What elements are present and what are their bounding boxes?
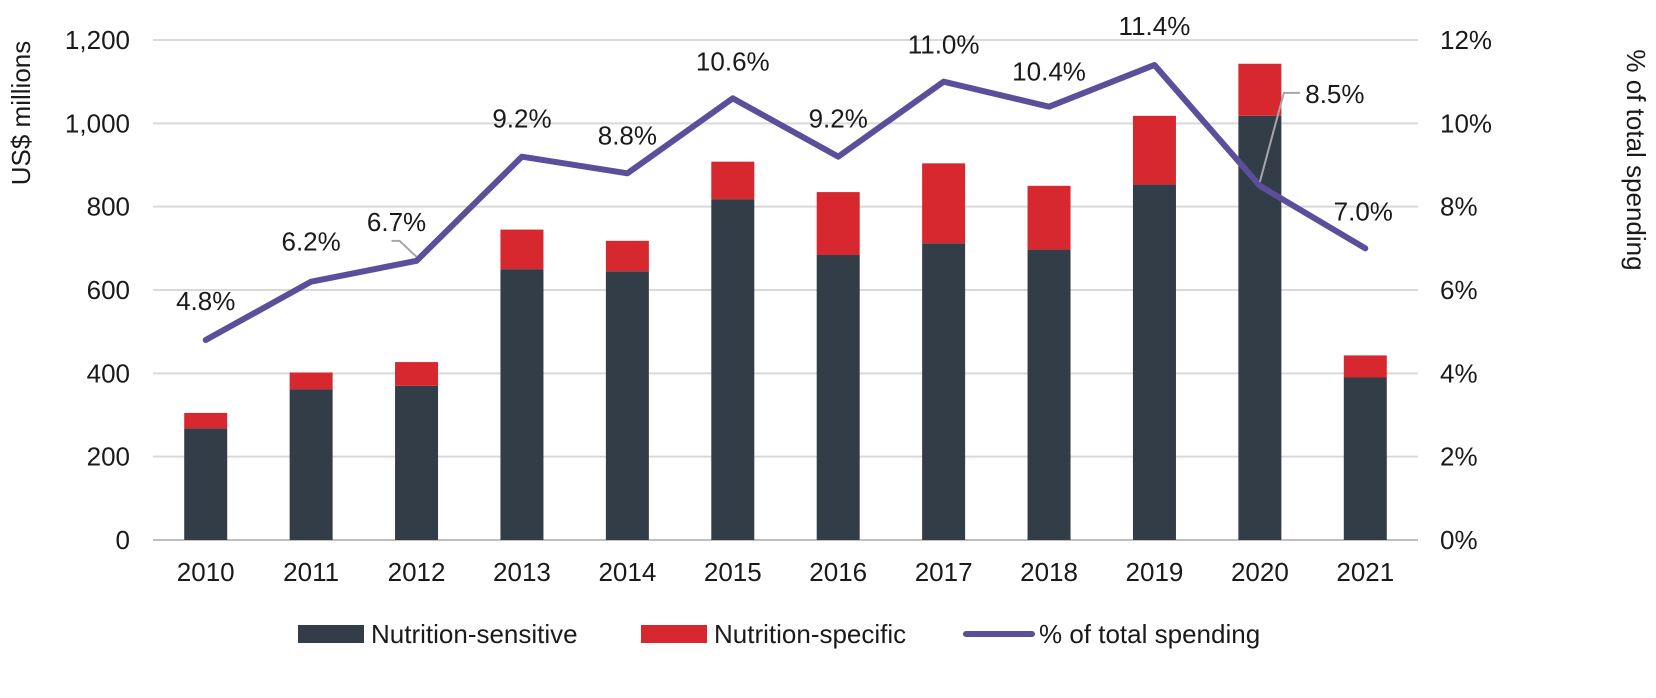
- line-data-label: 10.6%: [696, 46, 770, 76]
- bar-nutrition-specific: [816, 192, 860, 255]
- line-data-label: 6.7%: [367, 207, 426, 237]
- line-data-label: 8.8%: [598, 120, 657, 150]
- x-tick-label: 2015: [704, 557, 762, 587]
- y2-tick-label: 0%: [1440, 525, 1478, 555]
- y-axis-right: 0% 2% 4% 6% 8% 10% 12%: [1440, 25, 1492, 555]
- data-labels: 4.8% 6.2% 6.7% 9.2% 8.8% 10.6% 9.2% 11.0% 10.4% 1…: [176, 11, 1393, 316]
- leader-line: [1258, 91, 1300, 183]
- legend: Nutrition-sensitive Nutrition-specific % o…: [298, 619, 1260, 649]
- y-tick-label: 1,000: [65, 108, 130, 138]
- bar-nutrition-specific: [1343, 355, 1387, 378]
- y-axis-title: US$ millions: [6, 41, 36, 186]
- bar-nutrition-sensitive: [395, 385, 439, 540]
- bar-nutrition-specific: [711, 161, 755, 200]
- line-data-label: 11.0%: [908, 30, 980, 60]
- y-axis-left: 0 200 400 600 800 1,000 1,200: [65, 25, 130, 555]
- x-tick-label: 2021: [1336, 557, 1394, 587]
- leader-line: [391, 239, 418, 258]
- bar-nutrition-sensitive: [711, 199, 755, 540]
- y2-tick-label: 10%: [1440, 108, 1492, 138]
- bar-nutrition-specific: [1238, 63, 1282, 116]
- line-data-label: 6.2%: [281, 227, 340, 257]
- legend-swatch: [298, 625, 364, 643]
- leader-lines: [391, 91, 1300, 258]
- y2-tick-label: 6%: [1440, 275, 1478, 305]
- bar-nutrition-specific: [289, 372, 333, 390]
- line-data-label: 9.2%: [492, 104, 551, 134]
- x-tick-label: 2018: [1020, 557, 1078, 587]
- line-data-label: 4.8%: [176, 286, 235, 316]
- line-data-label: 8.5%: [1305, 79, 1364, 109]
- bar-nutrition-sensitive: [1132, 184, 1176, 541]
- bar-nutrition-sensitive: [184, 428, 228, 540]
- bar-nutrition-specific: [395, 362, 439, 386]
- legend-label: Nutrition-specific: [714, 619, 906, 649]
- bars: [184, 63, 1387, 541]
- line-percent-of-total-spending: [202, 62, 1369, 343]
- y-tick-label: 1,200: [65, 25, 130, 55]
- bar-nutrition-specific: [605, 240, 649, 272]
- bar-nutrition-specific: [1132, 115, 1176, 185]
- bar-nutrition-specific: [500, 229, 544, 270]
- y-tick-label: 400: [87, 358, 130, 388]
- y2-tick-label: 4%: [1440, 358, 1478, 388]
- y2-tick-label: 8%: [1440, 192, 1478, 222]
- y2-axis-title: % of total spending: [1621, 49, 1651, 270]
- line-series: [202, 62, 1369, 343]
- bar-nutrition-sensitive: [289, 389, 333, 540]
- y-tick-label: 200: [87, 442, 130, 472]
- x-tick-label: 2017: [915, 557, 973, 587]
- bar-nutrition-specific: [922, 163, 966, 244]
- line-data-label: 11.4%: [1119, 11, 1191, 41]
- x-tick-label: 2016: [809, 557, 867, 587]
- legend-label: Nutrition-sensitive: [371, 619, 578, 649]
- x-axis: 2010 2011 2012 2013 2014 2015 2016 2017 2018 2019…: [177, 557, 1394, 587]
- y2-tick-label: 12%: [1440, 25, 1492, 55]
- bar-nutrition-sensitive: [1027, 249, 1071, 541]
- y-tick-label: 600: [87, 275, 130, 305]
- x-tick-label: 2020: [1231, 557, 1289, 587]
- x-tick-label: 2012: [388, 557, 446, 587]
- x-tick-label: 2019: [1126, 557, 1184, 587]
- x-tick-label: 2014: [598, 557, 656, 587]
- bar-nutrition-specific: [1027, 185, 1071, 250]
- legend-label: % of total spending: [1039, 619, 1260, 649]
- bar-nutrition-sensitive: [500, 269, 544, 540]
- line-data-label: 10.4%: [1012, 57, 1086, 87]
- y2-tick-label: 2%: [1440, 442, 1478, 472]
- bar-nutrition-sensitive: [816, 255, 860, 540]
- bar-nutrition-sensitive: [1343, 377, 1387, 540]
- bar-nutrition-sensitive: [605, 271, 649, 540]
- x-tick-label: 2010: [177, 557, 235, 587]
- y-tick-label: 800: [87, 192, 130, 222]
- bar-nutrition-sensitive: [922, 243, 966, 541]
- x-tick-label: 2013: [493, 557, 551, 587]
- gridlines: [153, 39, 1418, 541]
- x-tick-label: 2011: [283, 557, 339, 587]
- y-tick-label: 0: [116, 525, 130, 555]
- line-data-label: 9.2%: [809, 104, 868, 134]
- legend-swatch: [641, 625, 707, 643]
- bar-nutrition-specific: [184, 412, 228, 429]
- line-data-label: 7.0%: [1334, 196, 1393, 226]
